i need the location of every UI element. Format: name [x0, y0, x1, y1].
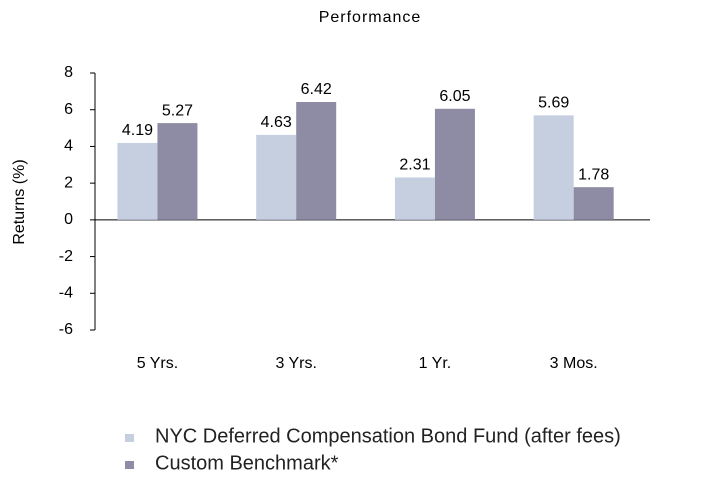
y-tick-label: 6: [64, 101, 73, 118]
data-label: 5.69: [538, 95, 569, 112]
y-tick-label: 8: [64, 64, 73, 81]
data-label: 6.05: [439, 88, 470, 105]
bar: [117, 142, 158, 220]
data-label: 5.27: [162, 102, 193, 119]
x-tick-label: 3 Mos.: [550, 355, 598, 372]
y-axis-label: Returns (%): [11, 159, 28, 244]
bar: [157, 123, 198, 220]
x-tick-label: 1 Yr.: [419, 355, 452, 372]
bar: [394, 177, 435, 220]
y-tick-label: 4: [64, 138, 73, 155]
data-label: 2.31: [399, 157, 430, 174]
y-tick-label: -6: [59, 321, 73, 338]
bar: [256, 134, 297, 220]
x-tick-label: 5 Yrs.: [137, 355, 179, 372]
legend-marker: [125, 434, 134, 442]
y-tick-label: -4: [59, 285, 73, 302]
data-label: 4.19: [122, 122, 153, 139]
bar: [573, 187, 614, 220]
bar: [533, 115, 574, 220]
bar: [296, 102, 337, 220]
y-tick-label: -2: [59, 248, 73, 265]
chart-title: Performance: [319, 9, 422, 26]
legend-label: Custom Benchmark*: [155, 452, 339, 474]
y-tick-label: 0: [64, 211, 73, 228]
data-label: 1.78: [578, 166, 609, 183]
data-label: 6.42: [301, 81, 332, 98]
y-tick-label: 2: [64, 174, 73, 191]
legend-label: NYC Deferred Compensation Bond Fund (aft…: [155, 425, 621, 447]
data-label: 4.63: [261, 114, 292, 131]
bar: [434, 108, 475, 220]
legend-marker: [125, 461, 134, 469]
x-tick-label: 3 Yrs.: [275, 355, 317, 372]
